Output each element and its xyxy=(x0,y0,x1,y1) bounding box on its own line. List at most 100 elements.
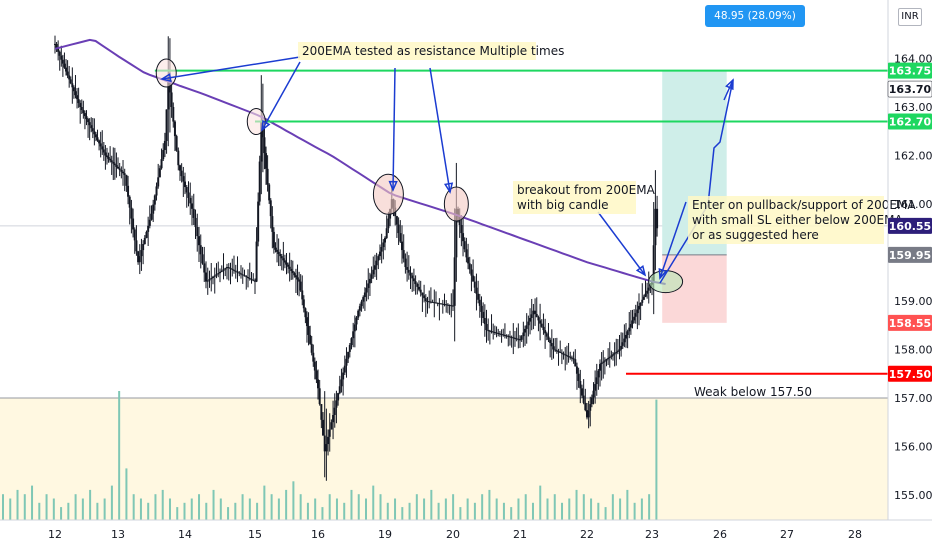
candle-body xyxy=(638,305,640,310)
candle-body xyxy=(163,140,166,151)
candle-body xyxy=(612,354,614,356)
candle-body xyxy=(219,271,221,274)
volume-bar xyxy=(147,502,150,520)
volume-bar xyxy=(517,498,520,520)
candle-body xyxy=(83,113,86,117)
candle-body xyxy=(98,140,101,144)
candle-body xyxy=(69,79,72,84)
candle-body xyxy=(522,332,525,337)
candle-body xyxy=(307,326,310,335)
candle-body xyxy=(435,302,437,304)
candle-body xyxy=(299,281,302,291)
volume-bar xyxy=(183,502,186,520)
candle-body xyxy=(485,324,488,331)
volume-bar xyxy=(234,502,237,520)
candle-body xyxy=(472,275,475,282)
candle-body xyxy=(615,351,618,354)
resistance-arrow-2 xyxy=(261,61,301,131)
candle-body xyxy=(575,366,578,374)
candle-body xyxy=(274,247,277,250)
candle-body xyxy=(66,71,69,76)
price-tag-160-55 xyxy=(888,217,932,234)
candle-body xyxy=(603,360,606,362)
price-tag-label: 157.50 xyxy=(889,368,932,381)
candle-body xyxy=(402,250,405,259)
price-tag-163-75 xyxy=(888,62,932,79)
candle-body xyxy=(535,313,538,318)
candle-body xyxy=(266,168,269,185)
candle-body xyxy=(332,414,335,423)
candle-body xyxy=(626,331,629,335)
volume-bar xyxy=(132,494,135,520)
candle-body xyxy=(280,256,283,259)
candle-body xyxy=(198,236,200,246)
candle-body xyxy=(94,134,97,138)
volume-bar xyxy=(227,507,230,520)
candle-body xyxy=(258,161,261,202)
candle-body xyxy=(133,229,136,241)
candle-body xyxy=(367,283,370,288)
candle-body xyxy=(360,301,363,307)
candle-body xyxy=(529,317,532,322)
volume-bar xyxy=(321,507,324,520)
candle-body xyxy=(423,295,426,299)
volume-bar xyxy=(299,494,302,520)
candle-body xyxy=(110,160,113,162)
candle-body xyxy=(77,99,80,104)
volume-bar xyxy=(38,502,41,520)
candle-body xyxy=(82,110,85,114)
candle-body xyxy=(227,267,230,269)
volume-bar xyxy=(16,489,19,520)
candle-body xyxy=(577,373,580,382)
volume-bar xyxy=(74,494,77,520)
breakout-arrow xyxy=(597,211,646,276)
candle-body xyxy=(512,337,515,339)
price-tag-label: 158.55 xyxy=(889,317,931,330)
candle-body xyxy=(550,343,553,347)
candle-body xyxy=(291,270,294,274)
candle-body xyxy=(191,203,193,209)
volume-bar xyxy=(495,498,498,520)
entry-annotation: with small SL either below 200EMA xyxy=(692,213,903,227)
volume-bar xyxy=(31,485,34,520)
y-tick-label: 155.00 xyxy=(894,489,932,502)
volume-bar xyxy=(314,498,317,520)
candle-body xyxy=(429,301,432,303)
volume-bar xyxy=(306,502,309,520)
candle-body xyxy=(298,279,301,282)
volume-bar xyxy=(328,494,331,520)
candle-body xyxy=(572,358,575,360)
candle-body xyxy=(147,225,150,232)
candle-body xyxy=(372,269,375,275)
candle-body xyxy=(530,314,533,318)
candle-body xyxy=(625,334,627,339)
candle-body xyxy=(498,333,501,335)
resistance-arrow-2-head xyxy=(261,119,271,132)
volume-bar xyxy=(161,489,164,520)
candle-body xyxy=(433,302,436,304)
candle-body xyxy=(411,275,414,279)
price-tag-157-50 xyxy=(888,365,932,382)
candle-body xyxy=(301,290,304,300)
candle-body xyxy=(633,316,636,321)
candle-body xyxy=(579,381,582,389)
candle-body xyxy=(641,299,644,303)
candle-body xyxy=(482,311,485,318)
candle-body xyxy=(130,207,133,219)
volume-bar xyxy=(379,494,382,520)
candle-body xyxy=(152,204,155,214)
candle-body xyxy=(254,280,256,282)
x-tick-label: 26 xyxy=(713,528,727,541)
candle-body xyxy=(117,166,119,169)
candle-body xyxy=(304,308,307,318)
volume-bar xyxy=(205,502,208,520)
candle-body xyxy=(333,407,336,415)
volume-bar xyxy=(190,498,193,520)
x-tick-label: 19 xyxy=(378,528,392,541)
drawing-layer[interactable]: 200EMA tested as resistance Multiple tim… xyxy=(154,42,916,399)
candle-body xyxy=(646,290,649,294)
y-tick-label: 158.00 xyxy=(894,344,932,357)
volume-bar xyxy=(619,498,622,520)
candle-body xyxy=(57,47,60,52)
